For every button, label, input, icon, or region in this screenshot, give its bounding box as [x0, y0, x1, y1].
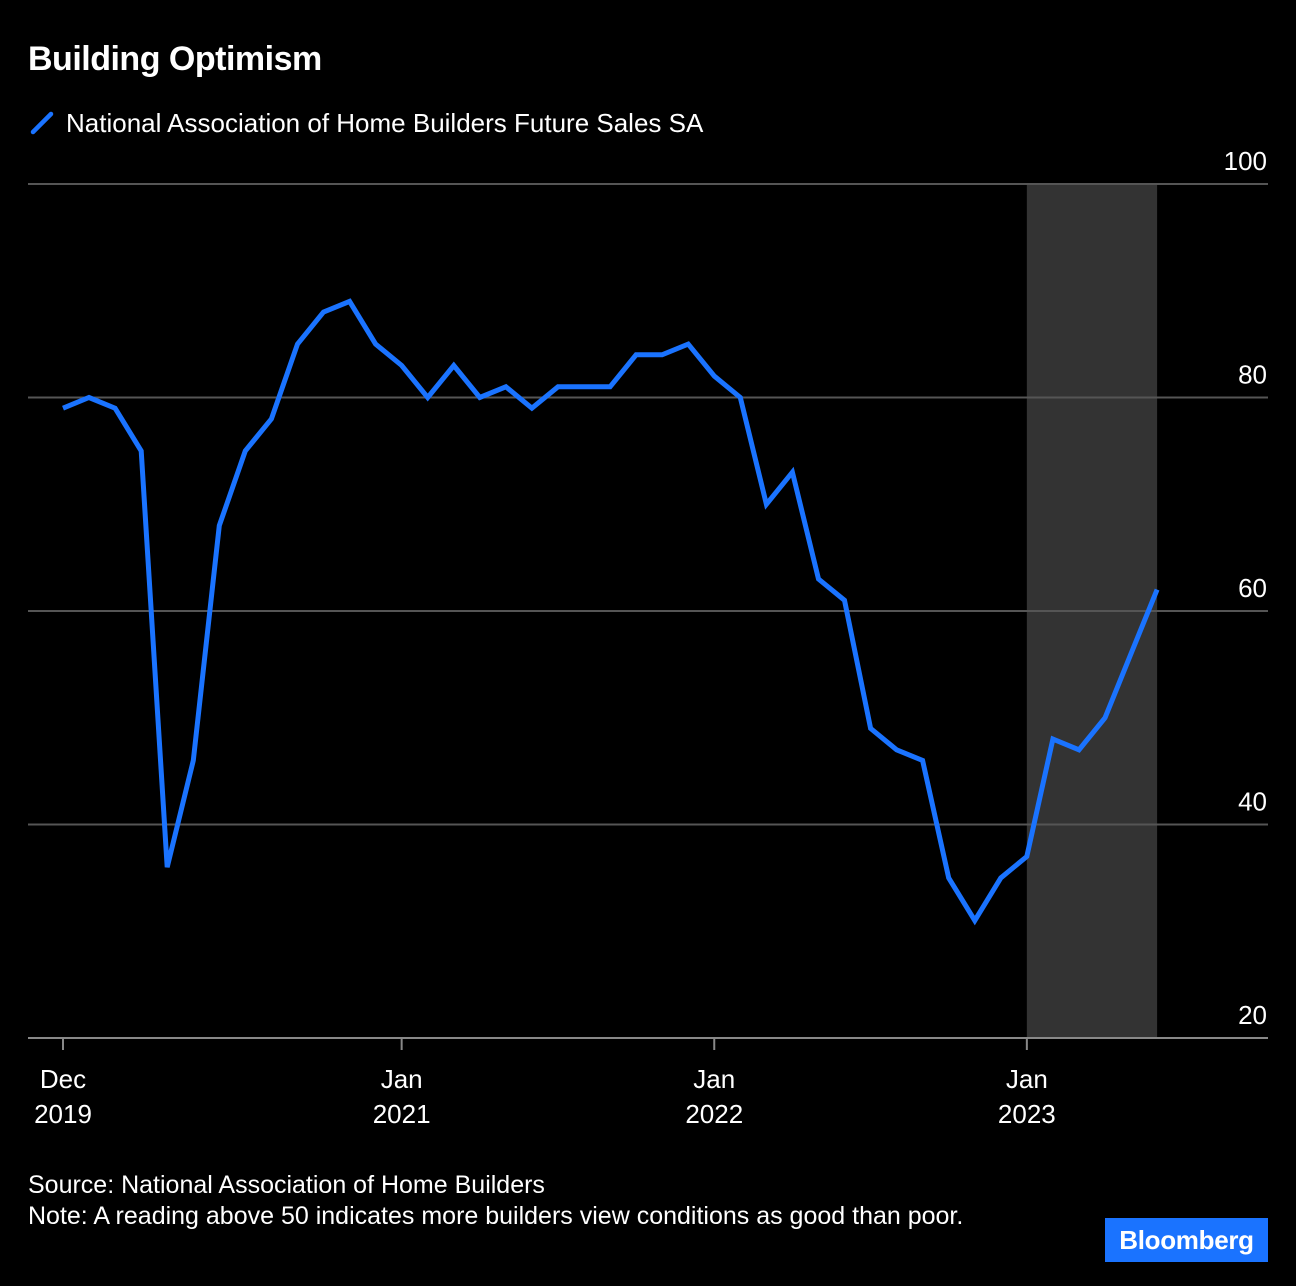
y-tick-label: 20	[1238, 1000, 1267, 1030]
x-tick-label-month: Jan	[381, 1064, 423, 1094]
y-tick-label: 60	[1238, 573, 1267, 603]
line-chart: 100 80 60 40 20 Dec 2019 Jan 2021 Jan 2022 Jan 2023	[28, 146, 1268, 1129]
x-tick-label-year: 2022	[685, 1099, 743, 1129]
footnote: Note: A reading above 50 indicates more …	[28, 1202, 964, 1230]
chart-footer: Source: National Association of Home Bui…	[28, 1170, 1028, 1232]
chart-legend: National Association of Home Builders Fu…	[30, 106, 703, 140]
x-tick-label-month: Jan	[1006, 1064, 1048, 1094]
source-note: Source: National Association of Home Bui…	[28, 1171, 545, 1199]
y-tick-label: 80	[1238, 360, 1267, 390]
legend-line-swatch	[30, 111, 54, 135]
x-tick-label-year: 2021	[373, 1099, 431, 1129]
x-tick-label-year: 2023	[998, 1099, 1056, 1129]
y-tick-label: 100	[1224, 146, 1267, 176]
y-tick-label: 40	[1238, 787, 1267, 817]
x-tick-label-month: Dec	[40, 1064, 86, 1094]
bloomberg-logo: Bloomberg	[1105, 1218, 1268, 1262]
chart-title: Building Optimism	[28, 40, 322, 78]
x-tick-label-month: Jan	[693, 1064, 735, 1094]
legend-label: National Association of Home Builders Fu…	[66, 107, 704, 138]
series-line	[62, 298, 1160, 926]
x-tick-label-year: 2019	[34, 1099, 92, 1129]
